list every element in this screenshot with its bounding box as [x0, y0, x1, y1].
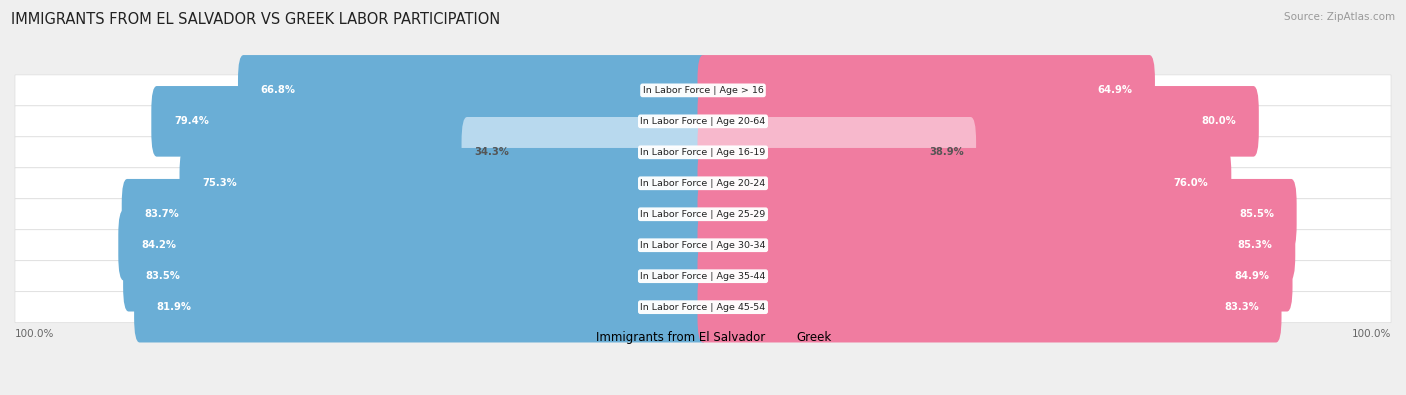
Text: 85.5%: 85.5%: [1239, 209, 1274, 219]
Text: In Labor Force | Age 45-54: In Labor Force | Age 45-54: [640, 303, 766, 312]
Text: 66.8%: 66.8%: [260, 85, 295, 95]
Text: In Labor Force | Age 20-24: In Labor Force | Age 20-24: [640, 179, 766, 188]
Text: 83.3%: 83.3%: [1225, 302, 1258, 312]
FancyBboxPatch shape: [15, 106, 1391, 137]
FancyBboxPatch shape: [134, 272, 709, 342]
FancyBboxPatch shape: [697, 86, 1258, 157]
Text: 83.7%: 83.7%: [145, 209, 179, 219]
Text: IMMIGRANTS FROM EL SALVADOR VS GREEK LABOR PARTICIPATION: IMMIGRANTS FROM EL SALVADOR VS GREEK LAB…: [11, 12, 501, 27]
Text: In Labor Force | Age 25-29: In Labor Force | Age 25-29: [640, 210, 766, 219]
FancyBboxPatch shape: [15, 230, 1391, 261]
FancyBboxPatch shape: [697, 241, 1292, 312]
FancyBboxPatch shape: [461, 117, 709, 188]
Text: In Labor Force | Age > 16: In Labor Force | Age > 16: [643, 86, 763, 95]
FancyBboxPatch shape: [180, 148, 709, 218]
FancyBboxPatch shape: [152, 86, 709, 157]
Text: 64.9%: 64.9%: [1097, 85, 1132, 95]
Text: In Labor Force | Age 35-44: In Labor Force | Age 35-44: [640, 272, 766, 281]
Text: 34.3%: 34.3%: [474, 147, 509, 157]
FancyBboxPatch shape: [697, 272, 1281, 342]
Text: 84.2%: 84.2%: [141, 240, 176, 250]
Text: 83.5%: 83.5%: [146, 271, 181, 281]
FancyBboxPatch shape: [15, 199, 1391, 230]
FancyBboxPatch shape: [697, 55, 1154, 126]
Text: In Labor Force | Age 30-34: In Labor Force | Age 30-34: [640, 241, 766, 250]
FancyBboxPatch shape: [15, 168, 1391, 199]
Text: 84.9%: 84.9%: [1234, 271, 1270, 281]
Legend: Immigrants from El Salvador, Greek: Immigrants from El Salvador, Greek: [569, 327, 837, 349]
Text: 80.0%: 80.0%: [1201, 117, 1236, 126]
FancyBboxPatch shape: [697, 210, 1295, 280]
Text: In Labor Force | Age 20-64: In Labor Force | Age 20-64: [640, 117, 766, 126]
Text: 76.0%: 76.0%: [1174, 178, 1209, 188]
FancyBboxPatch shape: [122, 179, 709, 250]
FancyBboxPatch shape: [124, 241, 709, 312]
Text: Source: ZipAtlas.com: Source: ZipAtlas.com: [1284, 12, 1395, 22]
Text: 85.3%: 85.3%: [1237, 240, 1272, 250]
Text: 100.0%: 100.0%: [1351, 329, 1391, 339]
Text: 75.3%: 75.3%: [202, 178, 238, 188]
FancyBboxPatch shape: [15, 75, 1391, 106]
FancyBboxPatch shape: [697, 117, 976, 188]
FancyBboxPatch shape: [697, 179, 1296, 250]
FancyBboxPatch shape: [118, 210, 709, 280]
FancyBboxPatch shape: [15, 137, 1391, 168]
Text: 100.0%: 100.0%: [15, 329, 55, 339]
Text: In Labor Force | Age 16-19: In Labor Force | Age 16-19: [640, 148, 766, 157]
Text: 81.9%: 81.9%: [157, 302, 191, 312]
FancyBboxPatch shape: [15, 292, 1391, 323]
FancyBboxPatch shape: [238, 55, 709, 126]
Text: 79.4%: 79.4%: [174, 117, 209, 126]
FancyBboxPatch shape: [15, 261, 1391, 292]
Text: 38.9%: 38.9%: [929, 147, 963, 157]
FancyBboxPatch shape: [697, 148, 1232, 218]
